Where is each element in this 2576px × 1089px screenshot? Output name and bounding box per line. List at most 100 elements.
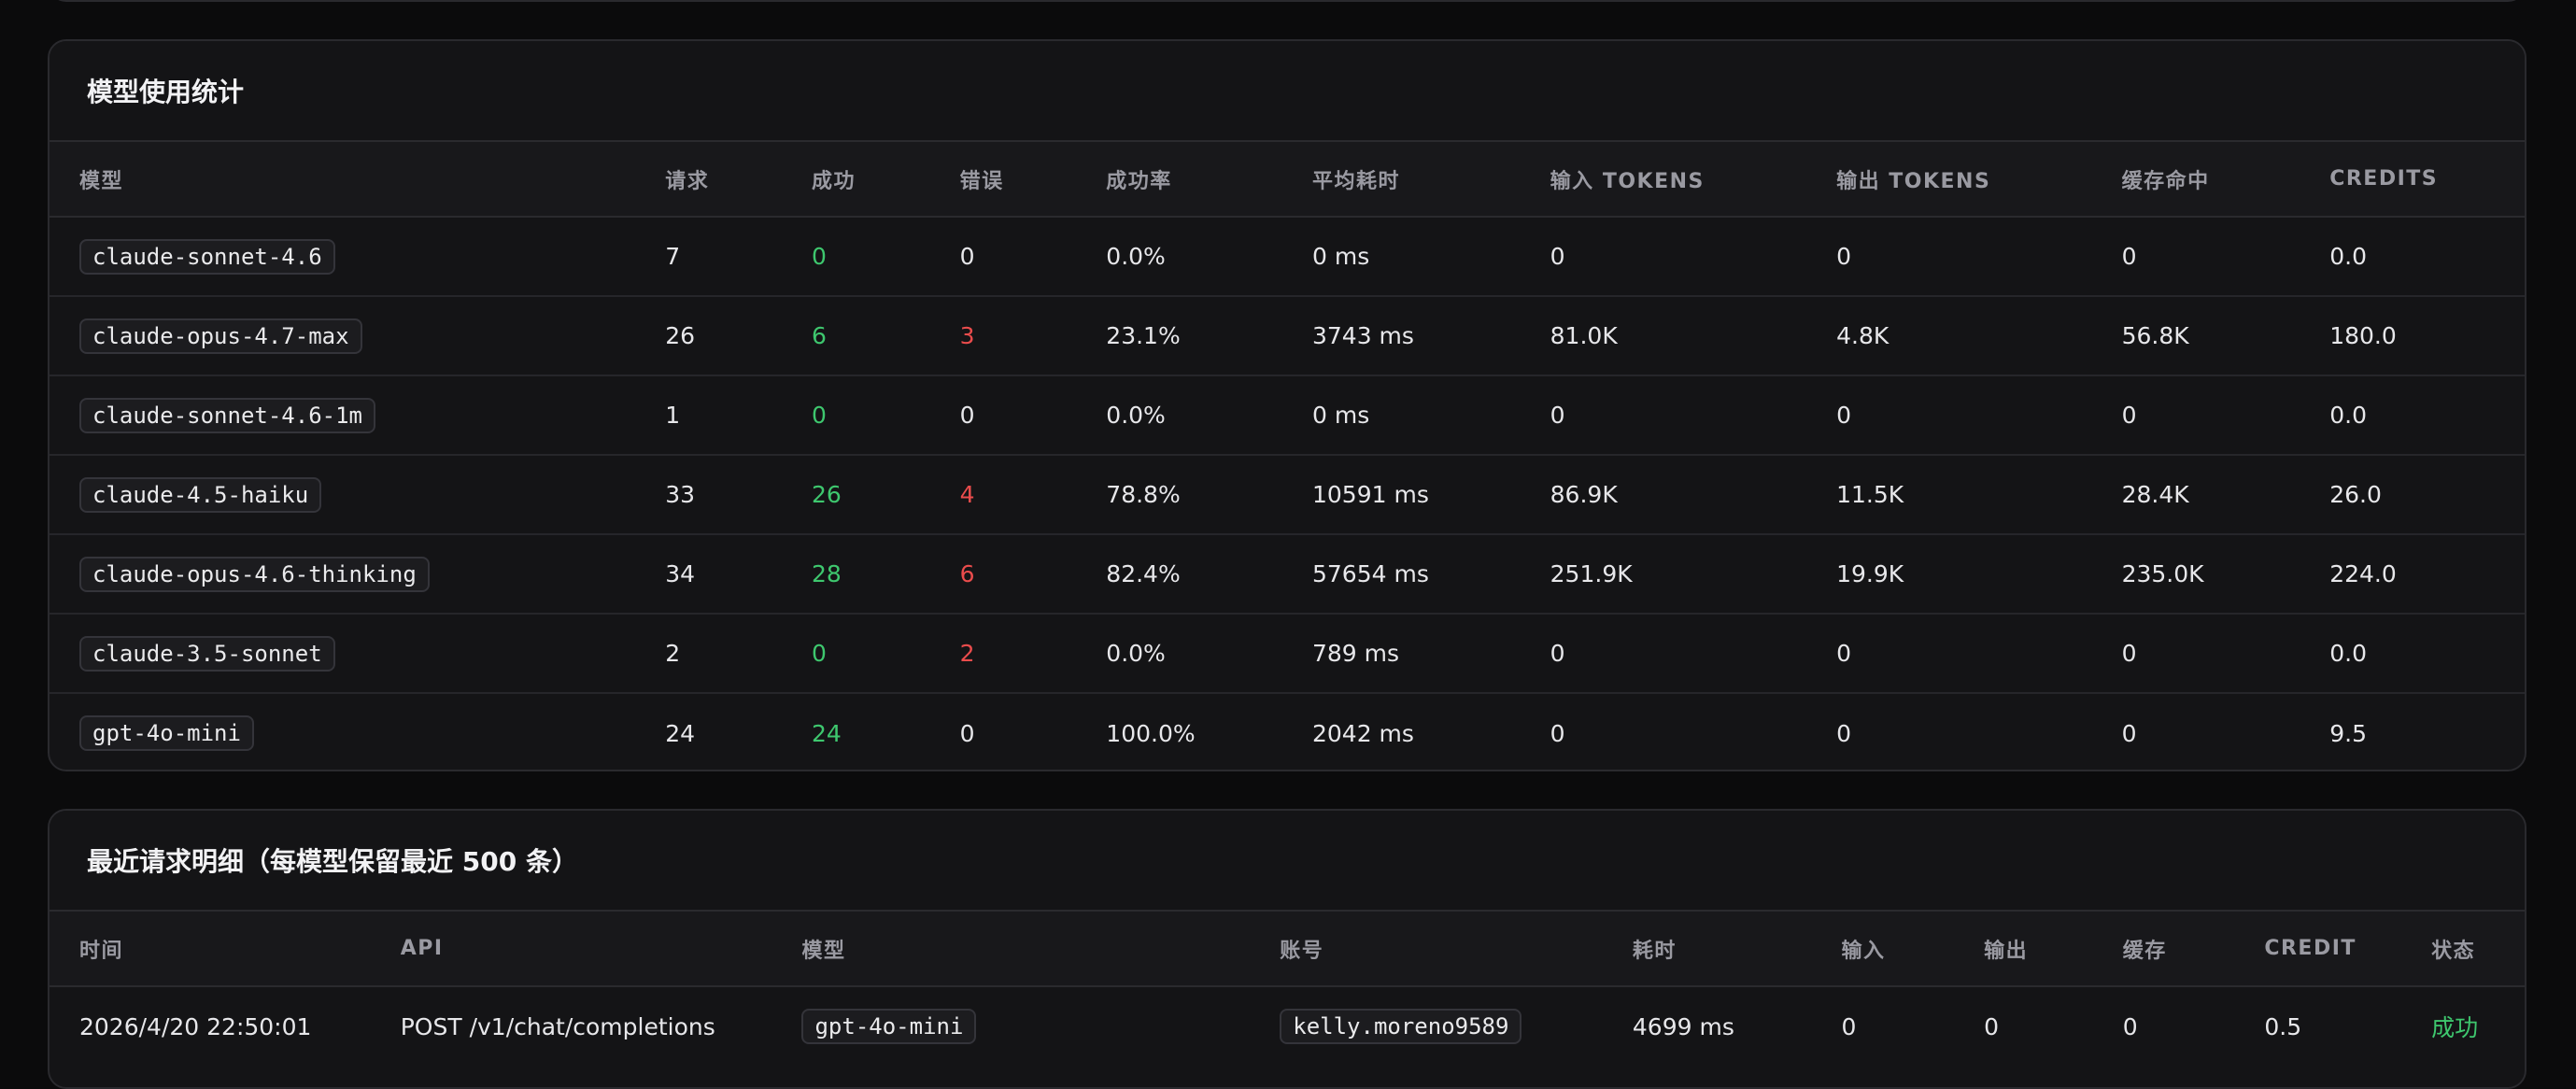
- col-header-cache[interactable]: 缓存: [2092, 912, 2235, 987]
- errors-cell: 3: [929, 296, 1077, 376]
- col-header-success-rate[interactable]: 成功率: [1076, 142, 1282, 218]
- recent-requests-card: 最近请求明细（每模型保留最近 500 条） 时间 API 模型 账号 耗时 输入…: [48, 809, 2526, 1089]
- model-name-tag: gpt-4o-mini: [79, 715, 254, 751]
- output-tokens-cell: 0: [1806, 217, 2092, 297]
- credits-cell: 0.0: [2300, 375, 2525, 456]
- output-tokens-cell: 19.9K: [1806, 534, 2092, 615]
- table-row: claude-4.5-haiku 33 26 4 78.8% 10591 ms …: [50, 455, 2525, 535]
- output-tokens-cell: 0: [1806, 614, 2092, 694]
- success-rate-cell: 78.8%: [1076, 455, 1282, 535]
- avg-latency-cell: 57654 ms: [1281, 534, 1521, 615]
- model-name-tag: claude-opus-4.6-thinking: [79, 556, 430, 592]
- table-row: 2026/4/20 22:50:01 POST /v1/chat/complet…: [50, 986, 2525, 1066]
- success-rate-cell: 0.0%: [1076, 375, 1282, 456]
- success-cell: 26: [781, 455, 930, 535]
- col-header-status[interactable]: 状态: [2401, 912, 2525, 987]
- model-name-tag: claude-opus-4.7-max: [79, 318, 362, 354]
- input-tokens-cell: 0: [1520, 375, 1807, 456]
- previous-card-edge: [48, 0, 2526, 2]
- model-stats-title: 模型使用统计: [50, 41, 2525, 142]
- requests-cell: 24: [665, 719, 696, 747]
- input-tokens-cell: 86.9K: [1520, 455, 1807, 535]
- errors-cell: 4: [929, 455, 1077, 535]
- model-name-tag: claude-sonnet-4.6-1m: [79, 397, 375, 433]
- input-tokens-cell: 0: [1550, 719, 1565, 747]
- col-header-model[interactable]: 模型: [771, 912, 1251, 987]
- table-row: claude-opus-4.6-thinking 34 28 6 82.4% 5…: [50, 534, 2525, 615]
- model-stats-table: 模型 请求 成功 错误 成功率 平均耗时 输入 TOKENS 输出 TOKENS…: [50, 142, 2525, 770]
- success-cell: 0: [781, 375, 930, 456]
- success-cell: 24: [811, 719, 842, 747]
- success-rate-cell: 100.0%: [1106, 719, 1196, 747]
- avg-latency-cell: 10591 ms: [1281, 455, 1521, 535]
- recent-requests-table: 时间 API 模型 账号 耗时 输入 输出 缓存 CREDIT 状态 2026/…: [50, 912, 2525, 1066]
- avg-latency-cell: 2042 ms: [1311, 719, 1414, 747]
- input-tokens-cell: 0: [1520, 614, 1807, 694]
- model-stats-header-row: 模型 请求 成功 错误 成功率 平均耗时 输入 TOKENS 输出 TOKENS…: [50, 142, 2525, 218]
- output-tokens-cell: 11.5K: [1806, 455, 2092, 535]
- col-header-time[interactable]: 时间: [50, 912, 371, 987]
- col-header-credit[interactable]: CREDIT: [2234, 912, 2402, 987]
- requests-cell: 7: [635, 217, 782, 297]
- col-header-cache-hits[interactable]: 缓存命中: [2091, 142, 2300, 218]
- avg-latency-cell: 0 ms: [1281, 217, 1521, 297]
- model-name-tag: gpt-4o-mini: [801, 1009, 977, 1044]
- cache-hits-cell: 0: [2091, 217, 2300, 297]
- errors-cell: 6: [929, 534, 1077, 615]
- errors-cell: 0: [959, 719, 975, 747]
- requests-cell: 33: [635, 455, 782, 535]
- cache-hits-cell: 0: [2091, 614, 2300, 694]
- credits-cell: 26.0: [2300, 455, 2525, 535]
- account-tag: kelly.moreno9589: [1280, 1009, 1522, 1044]
- table-row: claude-sonnet-4.6 7 0 0 0.0% 0 ms 0 0 0 …: [50, 217, 2525, 297]
- col-header-latency[interactable]: 耗时: [1602, 912, 1812, 987]
- avg-latency-cell: 3743 ms: [1281, 296, 1521, 376]
- col-header-input[interactable]: 输入: [1811, 912, 1955, 987]
- credits-cell: 0.0: [2300, 217, 2525, 297]
- requests-cell: 34: [635, 534, 782, 615]
- requests-cell: 2: [635, 614, 782, 694]
- col-header-output[interactable]: 输出: [1954, 912, 2093, 987]
- credit-cell: 0.5: [2264, 1012, 2302, 1040]
- cache-cell: 0: [2122, 1012, 2138, 1040]
- success-cell: 6: [781, 296, 930, 376]
- col-header-avg-latency[interactable]: 平均耗时: [1281, 142, 1521, 218]
- model-name-tag: claude-4.5-haiku: [79, 476, 322, 513]
- input-cell: 0: [1841, 1012, 1857, 1040]
- table-row: claude-opus-4.7-max 26 6 3 23.1% 3743 ms…: [50, 296, 2525, 376]
- col-header-requests[interactable]: 请求: [635, 142, 782, 218]
- api-cell: POST /v1/chat/completions: [400, 1012, 715, 1040]
- cache-hits-cell: 0: [2121, 719, 2137, 747]
- table-row: claude-sonnet-4.6-1m 1 0 0 0.0% 0 ms 0 0…: [50, 375, 2525, 456]
- col-header-credits[interactable]: CREDITS: [2300, 142, 2525, 218]
- time-cell: 2026/4/20 22:50:01: [79, 1012, 312, 1040]
- input-tokens-cell: 0: [1520, 217, 1807, 297]
- recent-requests-header-row: 时间 API 模型 账号 耗时 输入 输出 缓存 CREDIT 状态: [50, 912, 2525, 987]
- cache-hits-cell: 0: [2091, 375, 2300, 456]
- col-header-model[interactable]: 模型: [50, 142, 636, 218]
- col-header-success[interactable]: 成功: [781, 142, 930, 218]
- col-header-output-tokens[interactable]: 输出 TOKENS: [1806, 142, 2092, 218]
- avg-latency-cell: 0 ms: [1281, 375, 1521, 456]
- success-cell: 0: [781, 614, 930, 694]
- errors-cell: 0: [929, 375, 1077, 456]
- col-header-errors[interactable]: 错误: [929, 142, 1077, 218]
- col-header-account[interactable]: 账号: [1250, 912, 1603, 987]
- cache-hits-cell: 28.4K: [2091, 455, 2300, 535]
- credits-cell: 180.0: [2300, 296, 2525, 376]
- requests-cell: 1: [635, 375, 782, 456]
- output-tokens-cell: 4.8K: [1806, 296, 2092, 376]
- output-cell: 0: [1984, 1012, 2000, 1040]
- table-row: gpt-4o-mini 24 24 0 100.0% 2042 ms 0 0 0…: [50, 693, 2525, 770]
- success-rate-cell: 0.0%: [1076, 614, 1282, 694]
- success-rate-cell: 82.4%: [1076, 534, 1282, 615]
- col-header-api[interactable]: API: [370, 912, 772, 987]
- input-tokens-cell: 251.9K: [1520, 534, 1807, 615]
- col-header-input-tokens[interactable]: 输入 TOKENS: [1520, 142, 1807, 218]
- cache-hits-cell: 56.8K: [2091, 296, 2300, 376]
- success-cell: 0: [781, 217, 930, 297]
- table-row: claude-3.5-sonnet 2 0 2 0.0% 789 ms 0 0 …: [50, 614, 2525, 694]
- credits-cell: 0.0: [2300, 614, 2525, 694]
- model-stats-card: 模型使用统计 模型 请求 成功 错误 成功率 平均耗时 输入 TOKENS 输出…: [48, 39, 2526, 771]
- success-rate-cell: 23.1%: [1076, 296, 1282, 376]
